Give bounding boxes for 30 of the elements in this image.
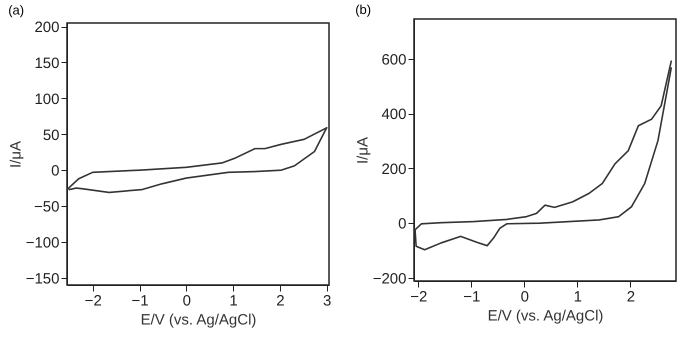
y-tick-label: 100 [34, 90, 60, 108]
y-axis-title: I/μA [354, 137, 372, 164]
y-tick-label: 0 [398, 216, 406, 233]
x-tick-label: 3 [322, 292, 332, 310]
y-tick-label: 50 [42, 126, 60, 144]
x-tick-label: −2 [84, 292, 102, 310]
x-tick-label: 0 [520, 288, 529, 306]
y-tick-label: 200 [381, 160, 406, 178]
x-tick-label: 0 [182, 292, 191, 310]
x-axis-title: E/V (vs. Ag/AgCl) [140, 312, 256, 328]
chart-title: (b) [355, 2, 372, 17]
y-tick-label: −200 [372, 270, 406, 288]
chart-title: (a) [8, 2, 24, 18]
x-tick-label: −2 [410, 288, 428, 306]
y-tick-label: −100 [26, 234, 60, 252]
x-tick-label: −1 [463, 288, 480, 306]
y-tick-label: 0 [51, 162, 60, 180]
y-tick-label: 200 [34, 19, 60, 36]
x-tick-label: −1 [131, 292, 149, 310]
y-tick-label: 150 [34, 54, 60, 72]
y-tick-label: 600 [381, 51, 406, 68]
y-tick-label: −150 [26, 270, 60, 288]
y-tick-label: 400 [381, 106, 406, 124]
y-tick-label: −50 [34, 198, 60, 216]
x-axis-title: E/V (vs. Ag/AgCl) [488, 308, 604, 324]
x-tick-label: 2 [276, 292, 285, 310]
x-tick-label: 1 [574, 288, 582, 306]
x-tick-label: 2 [626, 288, 636, 306]
y-axis-title: I/μA [8, 141, 25, 168]
x-tick-label: 1 [229, 292, 238, 310]
